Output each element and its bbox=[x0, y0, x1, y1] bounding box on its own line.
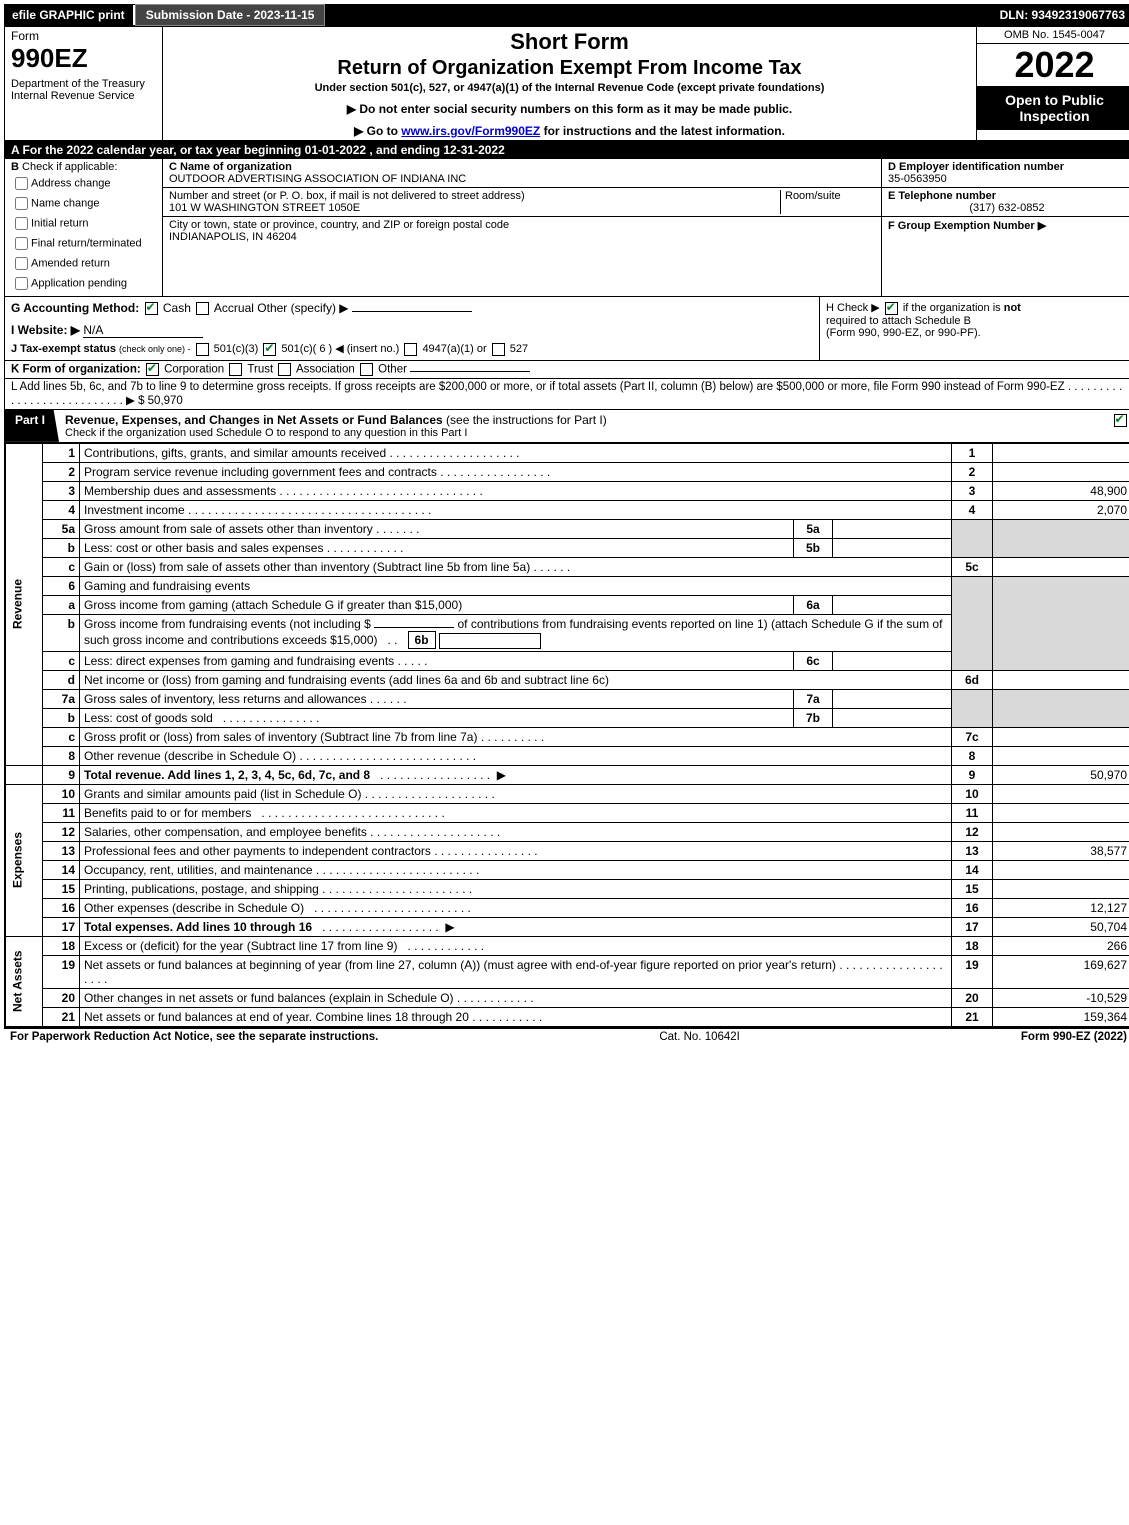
row-h: H Check ▶ if the organization is not req… bbox=[819, 297, 1129, 360]
part-1-tab: Part I bbox=[5, 410, 59, 442]
part-1-title: Revenue, Expenses, and Changes in Net As… bbox=[59, 410, 1108, 442]
cb-initial-return[interactable]: Initial return bbox=[11, 214, 156, 233]
cb-trust[interactable] bbox=[229, 363, 242, 376]
cb-schedule-b[interactable] bbox=[885, 302, 898, 315]
l-amount: $ 50,970 bbox=[138, 395, 183, 407]
b-subtitle: Check if applicable: bbox=[22, 161, 117, 173]
e-phone-label: E Telephone number bbox=[888, 190, 1126, 202]
under-section-text: Under section 501(c), 527, or 4947(a)(1)… bbox=[167, 82, 972, 94]
d-ein-value: 35-0563950 bbox=[888, 173, 1126, 185]
header-left: Form 990EZ Department of the Treasury In… bbox=[5, 27, 163, 140]
part-1-checkbox-cell bbox=[1108, 410, 1129, 442]
header-right: OMB No. 1545-0047 2022 Open to Public In… bbox=[976, 27, 1129, 140]
k-label: K Form of organization: bbox=[11, 363, 141, 375]
city-label: City or town, state or province, country… bbox=[169, 219, 875, 231]
header-middle: Short Form Return of Organization Exempt… bbox=[163, 27, 976, 140]
goto-post: for instructions and the latest informat… bbox=[540, 124, 785, 138]
b-label: B bbox=[11, 161, 19, 173]
submission-date-button[interactable]: Submission Date - 2023-11-15 bbox=[135, 4, 326, 26]
form-number: 990EZ bbox=[11, 43, 156, 74]
cb-schedule-o[interactable] bbox=[1114, 414, 1127, 427]
org-name: OUTDOOR ADVERTISING ASSOCIATION OF INDIA… bbox=[169, 173, 875, 185]
part-1-header: Part I Revenue, Expenses, and Changes in… bbox=[5, 409, 1129, 443]
cb-address-change[interactable]: Address change bbox=[11, 174, 156, 193]
open-to-public: Open to Public Inspection bbox=[977, 86, 1129, 130]
column-b: B Check if applicable: Address change Na… bbox=[5, 159, 163, 296]
cb-4947[interactable] bbox=[404, 343, 417, 356]
cb-cash[interactable] bbox=[145, 302, 158, 315]
cb-application-pending[interactable]: Application pending bbox=[11, 274, 156, 293]
footer-left: For Paperwork Reduction Act Notice, see … bbox=[10, 1031, 378, 1043]
side-label-expenses: Expenses bbox=[6, 784, 43, 936]
side-label-net-assets: Net Assets bbox=[6, 936, 43, 1026]
f-group-label: F Group Exemption Number ▶ bbox=[888, 219, 1126, 232]
ssn-note: ▶ Do not enter social security numbers o… bbox=[167, 102, 972, 116]
cb-corporation[interactable] bbox=[146, 363, 159, 376]
short-form-title: Short Form bbox=[167, 29, 972, 55]
dln-label: DLN: 93492319067763 bbox=[992, 5, 1129, 25]
g-label: G Accounting Method: bbox=[11, 301, 139, 315]
header-row: Form 990EZ Department of the Treasury In… bbox=[5, 27, 1129, 141]
cb-501c3[interactable] bbox=[196, 343, 209, 356]
row-g: G Accounting Method: Cash Accrual Other … bbox=[5, 297, 819, 360]
irs-link[interactable]: www.irs.gov/Form990EZ bbox=[401, 124, 540, 138]
department-label: Department of the Treasury Internal Reve… bbox=[11, 78, 156, 102]
cb-accrual[interactable] bbox=[196, 302, 209, 315]
6b-amount-input[interactable] bbox=[374, 627, 454, 628]
website-value: N/A bbox=[83, 323, 203, 338]
section-b-through-f: B Check if applicable: Address change Na… bbox=[5, 159, 1129, 297]
other-org-line[interactable] bbox=[410, 371, 530, 372]
ledger-table: Revenue 1 Contributions, gifts, grants, … bbox=[5, 443, 1129, 1027]
column-def: D Employer identification number 35-0563… bbox=[881, 159, 1129, 296]
top-bar: efile GRAPHIC print Submission Date - 20… bbox=[4, 4, 1129, 26]
cb-name-change[interactable]: Name change bbox=[11, 194, 156, 213]
return-title: Return of Organization Exempt From Incom… bbox=[167, 57, 972, 80]
row-a-tax-year: A For the 2022 calendar year, or tax yea… bbox=[5, 141, 1129, 159]
goto-note: ▶ Go to www.irs.gov/Form990EZ for instru… bbox=[167, 124, 972, 138]
cb-association[interactable] bbox=[278, 363, 291, 376]
street-value: 101 W WASHINGTON STREET 1050E bbox=[169, 202, 780, 214]
city-value: INDIANAPOLIS, IN 46204 bbox=[169, 231, 875, 243]
row-l: L Add lines 5b, 6c, and 7b to line 9 to … bbox=[5, 379, 1129, 409]
cb-501c[interactable] bbox=[263, 343, 276, 356]
d-ein-label: D Employer identification number bbox=[888, 161, 1126, 173]
c-name-label: C Name of organization bbox=[169, 161, 875, 173]
cb-amended-return[interactable]: Amended return bbox=[11, 254, 156, 273]
j-label: J Tax-exempt status bbox=[11, 343, 116, 355]
footer-right: Form 990-EZ (2022) bbox=[1021, 1031, 1127, 1043]
omb-number: OMB No. 1545-0047 bbox=[977, 27, 1129, 44]
form-container: Form 990EZ Department of the Treasury In… bbox=[4, 26, 1129, 1028]
row-k: K Form of organization: Corporation Trus… bbox=[5, 361, 1129, 379]
side-label-revenue: Revenue bbox=[6, 443, 43, 765]
cb-final-return[interactable]: Final return/terminated bbox=[11, 234, 156, 253]
other-specify-line[interactable] bbox=[352, 311, 472, 312]
e-phone-value: (317) 632-0852 bbox=[888, 202, 1126, 214]
footer: For Paperwork Reduction Act Notice, see … bbox=[4, 1028, 1129, 1045]
l-text: L Add lines 5b, 6c, and 7b to line 9 to … bbox=[11, 381, 1065, 393]
footer-cat-no: Cat. No. 10642I bbox=[378, 1031, 1021, 1043]
cb-other-org[interactable] bbox=[360, 363, 373, 376]
cb-527[interactable] bbox=[492, 343, 505, 356]
efile-label: efile GRAPHIC print bbox=[4, 5, 135, 25]
tax-year: 2022 bbox=[977, 44, 1129, 86]
street-label: Number and street (or P. O. box, if mail… bbox=[169, 190, 780, 202]
goto-pre: ▶ Go to bbox=[354, 124, 401, 138]
room-suite-label: Room/suite bbox=[780, 190, 875, 214]
column-c: C Name of organization OUTDOOR ADVERTISI… bbox=[163, 159, 881, 296]
row-g-h: G Accounting Method: Cash Accrual Other … bbox=[5, 297, 1129, 361]
form-word: Form bbox=[11, 29, 156, 43]
i-label: I Website: ▶ bbox=[11, 323, 80, 337]
